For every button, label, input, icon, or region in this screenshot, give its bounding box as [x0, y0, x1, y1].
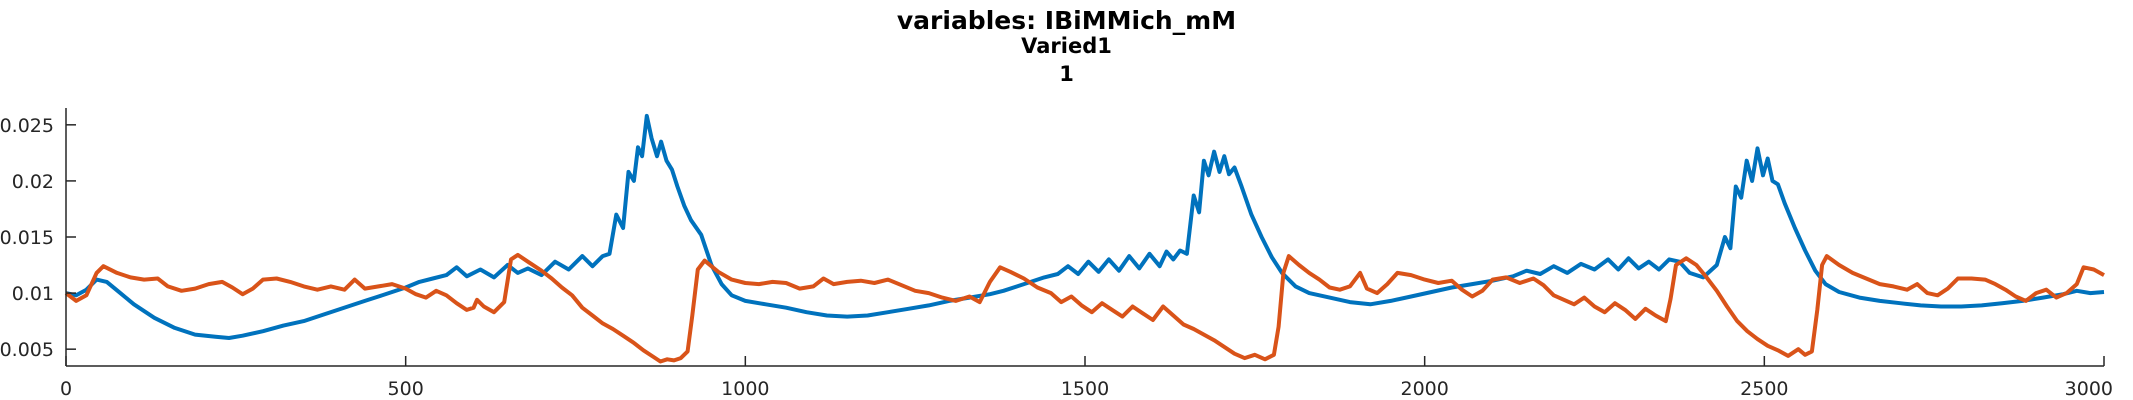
chart-subtitle-index: 1	[1059, 62, 1074, 86]
series-line-2	[64, 252, 2105, 364]
y-tick-label: 0.025	[0, 115, 54, 137]
y-tick-label: 0.005	[0, 339, 54, 361]
y-tick-label: 0.015	[0, 227, 54, 249]
x-tick-label: 2500	[1740, 378, 1788, 400]
y-tick-label: 0.01	[12, 283, 54, 305]
axes-layer: 0 500 1000 1500 2000 2500 3000 0.005 0.01 0.015 0.…	[0, 108, 2113, 400]
x-tick-label: 3000	[2065, 378, 2113, 400]
y-tick-label: 0.02	[12, 171, 54, 193]
x-tick-label: 1500	[1061, 378, 1109, 400]
x-tick-label: 0	[60, 378, 72, 400]
x-tick-label: 500	[388, 378, 424, 400]
x-tick-label: 1000	[721, 378, 769, 400]
chart-subtitle-variant: Varied1	[1021, 34, 1112, 58]
chart-title: variables: IBiMMich_mM	[896, 6, 1237, 35]
series-line-1	[65, 113, 2105, 340]
series-layer	[64, 113, 2105, 364]
x-tick-label: 2000	[1400, 378, 1448, 400]
